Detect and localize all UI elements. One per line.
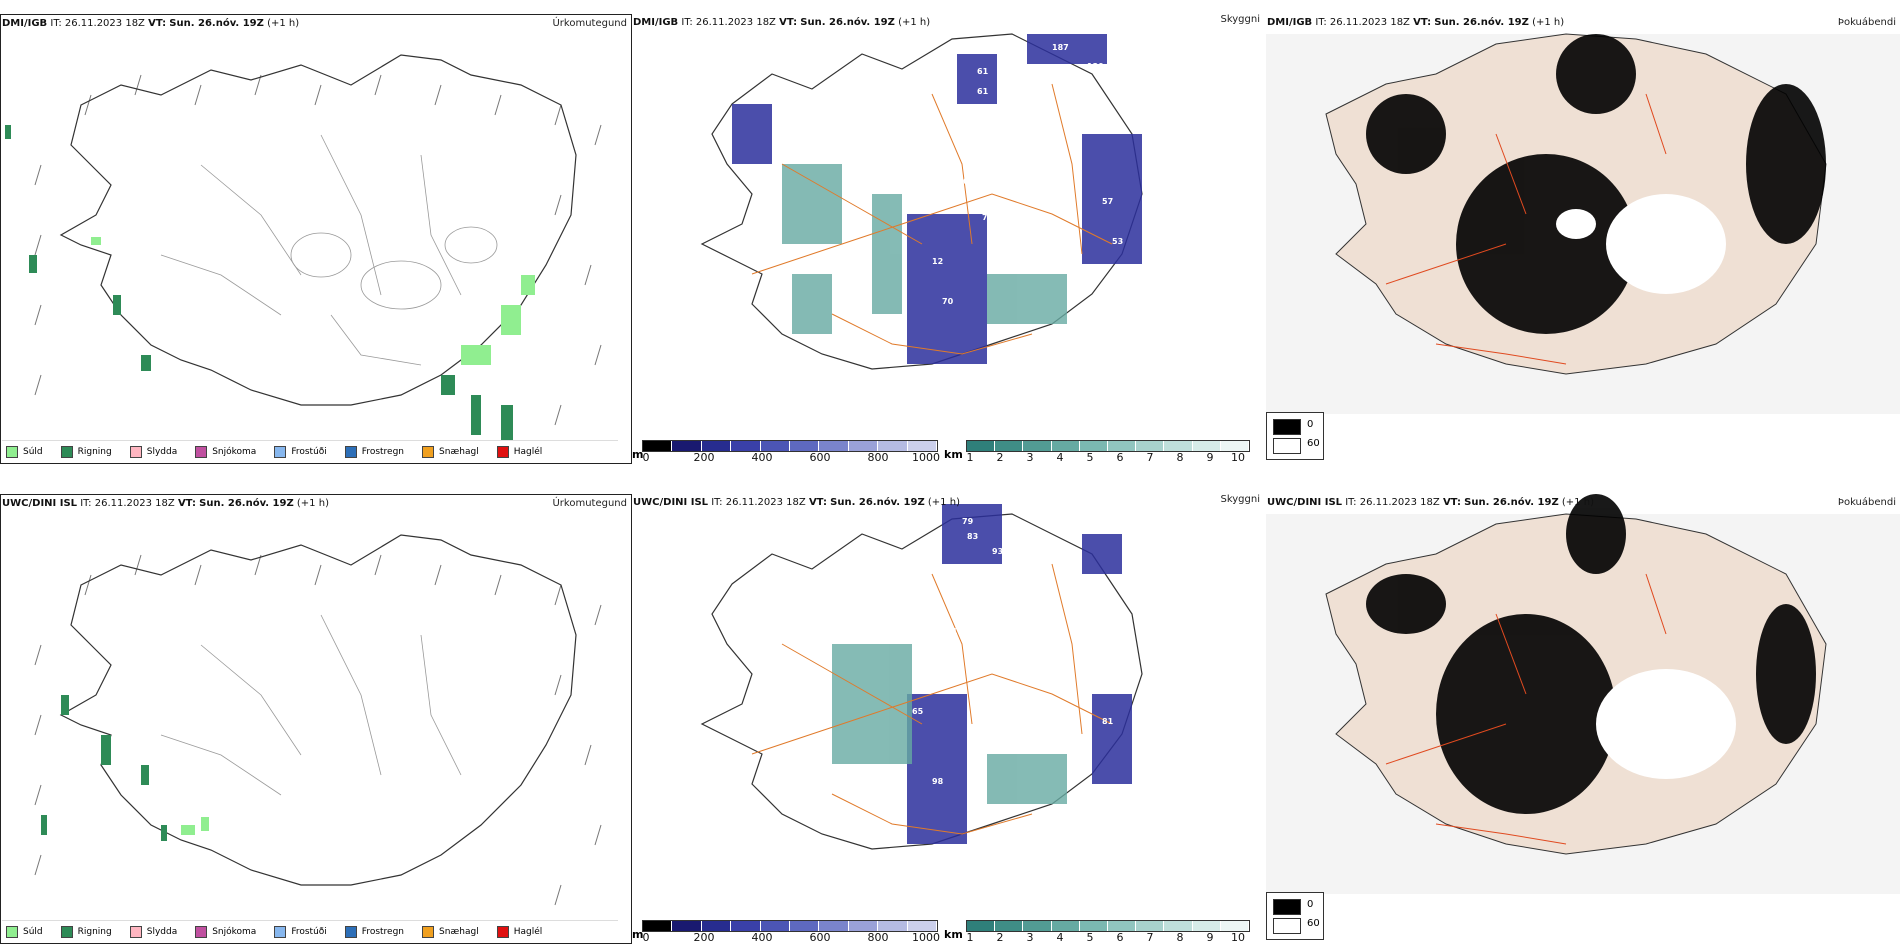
svg-text:57: 57	[1102, 197, 1113, 206]
legend-item: Snjókoma	[195, 925, 256, 938]
svg-text:73: 73	[982, 213, 993, 222]
svg-text:79: 79	[962, 517, 974, 526]
fog-legend: 0 60	[1266, 892, 1324, 940]
legend-item: Snjókoma	[195, 445, 256, 458]
cloud-map: 61 61 187 120 210 73 12 70 57 53	[700, 33, 1143, 370]
fog-map	[1266, 494, 1900, 894]
cloud-panel-bottom: 79 83 93 111 76 71 65 98 81 UWC/DINI ISL…	[632, 494, 1264, 944]
panel-title: UWC/DINI ISL IT: 26.11.2023 18Z VT: Sun.…	[2, 498, 329, 509]
precip-panel-bottom: UWC/DINI ISL IT: 26.11.2023 18Z VT: Sun.…	[0, 494, 632, 944]
fog-panel-top: DMI/IGB IT: 26.11.2023 18Z VT: Sun. 26.n…	[1266, 14, 1900, 464]
svg-text:187: 187	[1052, 43, 1069, 52]
legend-item: Súld	[6, 445, 43, 458]
precip-legend: Súld Rigning Slydda Snjókoma Frostúði Fr…	[2, 920, 618, 942]
panel-subtitle: Úrkomutegund	[552, 18, 627, 29]
svg-text:81: 81	[1102, 717, 1114, 726]
iceland-coastline	[59, 54, 577, 406]
legend-item: Snæhagl	[422, 445, 479, 458]
vis-colorbar: km 1 2 3 4 5 6 7 8 9 10	[944, 434, 1254, 464]
svg-text:98: 98	[932, 777, 944, 786]
legend-item: Frostregn	[344, 445, 404, 458]
panel-title: DMI/IGB IT: 26.11.2023 18Z VT: Sun. 26.n…	[1267, 17, 1565, 28]
legend-item: Haglél	[496, 925, 542, 938]
svg-text:61: 61	[977, 67, 989, 76]
panel-title: UWC/DINI ISL IT: 26.11.2023 18Z VT: Sun.…	[1267, 497, 1594, 508]
svg-text:65: 65	[912, 707, 924, 716]
precip-legend: Súld Rigning Slydda Snjókoma Frostúði Fr…	[2, 440, 618, 462]
precip-map	[5, 54, 602, 455]
cloud-panel-top: 61 61 187 120 210 73 12 70 57 53 DMI/IGB…	[632, 14, 1264, 464]
precip-panel-top: DMI/IGB IT: 26.11.2023 18Z VT: Sun. 26.n…	[0, 14, 632, 464]
panel-title: DMI/IGB IT: 26.11.2023 18Z VT: Sun. 26.n…	[633, 17, 931, 28]
panel-title: UWC/DINI ISL IT: 26.11.2023 18Z VT: Sun.…	[633, 497, 960, 508]
panel-subtitle: Úrkomutegund	[552, 498, 627, 509]
svg-text:70: 70	[942, 297, 954, 306]
legend-item: Haglél	[496, 445, 542, 458]
svg-text:76: 76	[937, 667, 949, 676]
cloud-colorbar: m 0 200 400 600 800 1000	[632, 914, 942, 944]
svg-text:111: 111	[952, 627, 969, 636]
vis-colorbar: km 1 2 3 4 5 6 7 8 9 10	[944, 914, 1254, 944]
panel-subtitle: Þokuábendi	[1837, 497, 1896, 508]
iceland-coastline	[700, 513, 1143, 850]
svg-text:71: 71	[952, 667, 964, 676]
legend-item: Súld	[6, 925, 43, 938]
panel-subtitle: Skyggni	[1220, 14, 1260, 25]
iceland-coastline	[59, 534, 577, 886]
legend-item: Frostúði	[274, 925, 327, 938]
legend-item: Snæhagl	[422, 925, 479, 938]
svg-text:61: 61	[977, 87, 989, 96]
legend-item: Slydda	[129, 445, 177, 458]
svg-text:93: 93	[992, 547, 1003, 556]
cloud-map: 79 83 93 111 76 71 65 98 81	[700, 504, 1143, 850]
panel-subtitle: Skyggni	[1220, 494, 1260, 505]
cloud-colorbar: m 0 200 400 600 800 1000	[632, 434, 942, 464]
iceland-coastline	[700, 33, 1143, 370]
legend-item: Frostregn	[344, 925, 404, 938]
panel-subtitle: Þokuábendi	[1837, 17, 1896, 28]
svg-text:53: 53	[1112, 237, 1123, 246]
svg-text:210: 210	[952, 177, 969, 186]
precip-map	[34, 534, 602, 906]
svg-text:120: 120	[1087, 62, 1104, 71]
legend-item: Slydda	[129, 925, 177, 938]
fog-map	[1266, 33, 1900, 414]
panel-title: DMI/IGB IT: 26.11.2023 18Z VT: Sun. 26.n…	[2, 18, 300, 29]
svg-text:12: 12	[932, 257, 943, 266]
fog-legend: 0 60	[1266, 412, 1324, 460]
legend-item: Rigning	[60, 445, 112, 458]
svg-text:83: 83	[967, 532, 978, 541]
legend-item: Rigning	[60, 925, 112, 938]
fog-panel-bottom: UWC/DINI ISL IT: 26.11.2023 18Z VT: Sun.…	[1266, 494, 1900, 944]
legend-item: Frostúði	[274, 445, 327, 458]
